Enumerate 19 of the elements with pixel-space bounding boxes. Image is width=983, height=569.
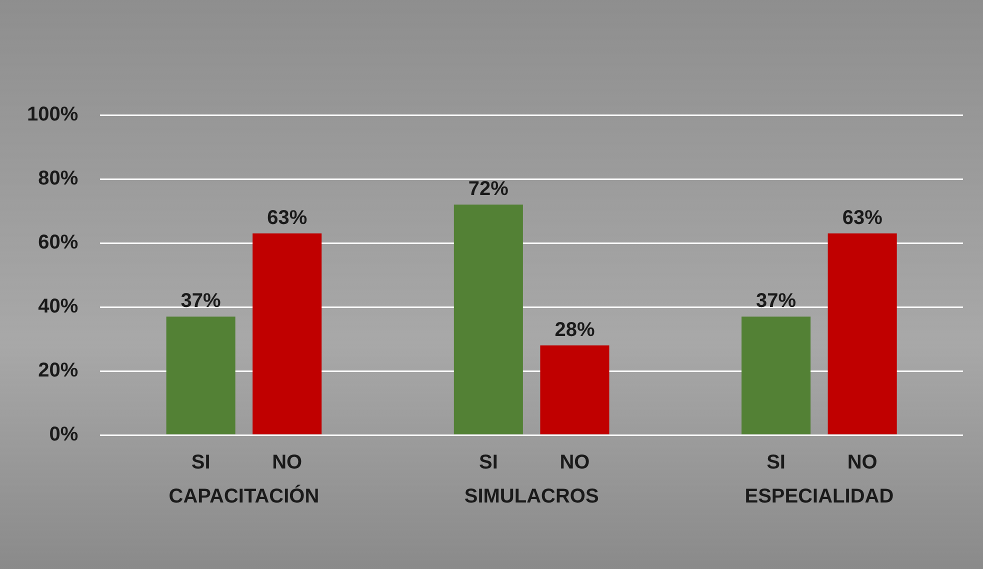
y-tick-label: 40%: [38, 296, 78, 318]
y-tick-label: 100%: [26, 104, 78, 126]
x-tick-label: ESPECIALIDAD: [744, 486, 894, 508]
y-tick-label: 60%: [38, 232, 78, 254]
y-tick-label: 0%: [49, 424, 78, 446]
text: SI: [766, 452, 786, 474]
data-label: 28%: [554, 318, 595, 341]
x-tick-label: CAPACITACIÓN: [168, 484, 320, 508]
data-label: 63%: [842, 206, 883, 229]
data-label: 72%: [468, 178, 509, 200]
x-tick-label: SIMULACROS: [464, 486, 599, 508]
data-label: 63%: [267, 206, 308, 229]
text: NO: [847, 452, 878, 474]
series-label: SI: [191, 452, 210, 474]
text: SI: [478, 452, 498, 474]
y-tick-label: 80%: [38, 168, 78, 190]
text: NO: [560, 452, 590, 474]
y-tick-label: 20%: [38, 360, 78, 382]
series-label: NO: [272, 452, 302, 474]
